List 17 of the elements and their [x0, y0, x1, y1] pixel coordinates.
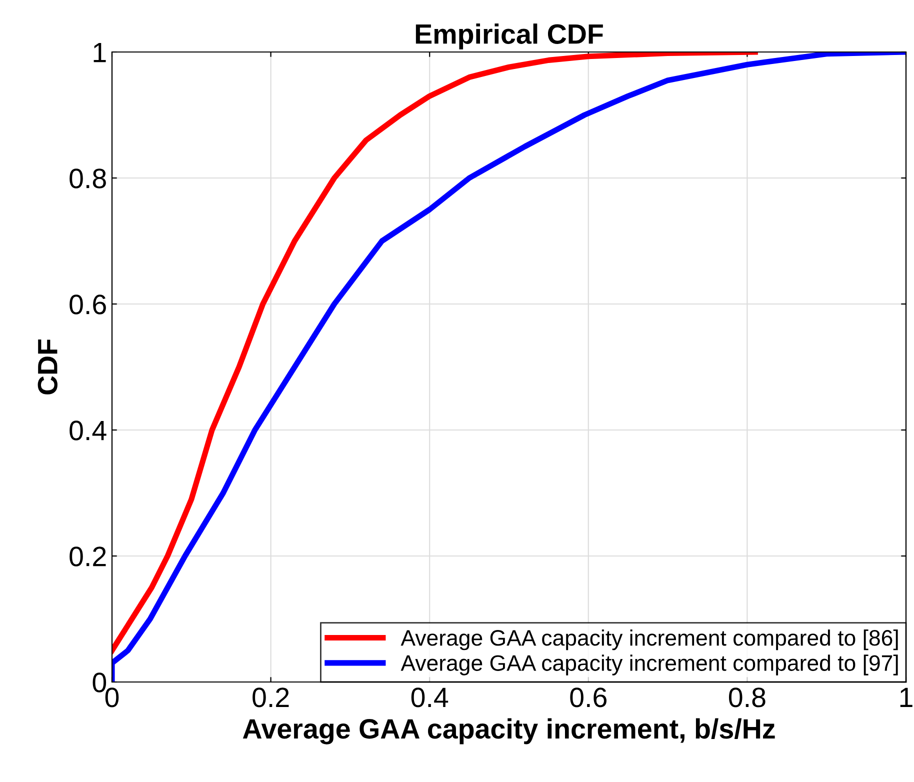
- y-tick-label: 0: [92, 672, 106, 692]
- x-axis-title: Average GAA capacity increment, b/s/Hz: [242, 718, 775, 744]
- x-tick-label: 1: [900, 688, 912, 707]
- x-tick-label: 0.8: [728, 688, 766, 708]
- y-axis-title: CDF: [38, 339, 58, 394]
- chart-title: Empirical CDF: [416, 24, 603, 50]
- y-tick-label: 0.6: [70, 294, 106, 314]
- x-tick-label: 0.4: [411, 688, 448, 708]
- y-tick-label: 0.4: [70, 420, 106, 440]
- legend-label: Average GAA capacity increment compared to [86]: [400, 629, 898, 650]
- x-tick-label: 0: [105, 688, 119, 708]
- y-tick-label: 0.2: [70, 546, 106, 566]
- x-tick-label: 0.2: [252, 688, 289, 708]
- legend-label: Average GAA capacity increment compared to [97]: [400, 654, 898, 676]
- y-tick-label: 0.8: [70, 168, 106, 188]
- y-tick-label: 1: [94, 42, 106, 62]
- x-tick-label: 0.6: [570, 688, 606, 708]
